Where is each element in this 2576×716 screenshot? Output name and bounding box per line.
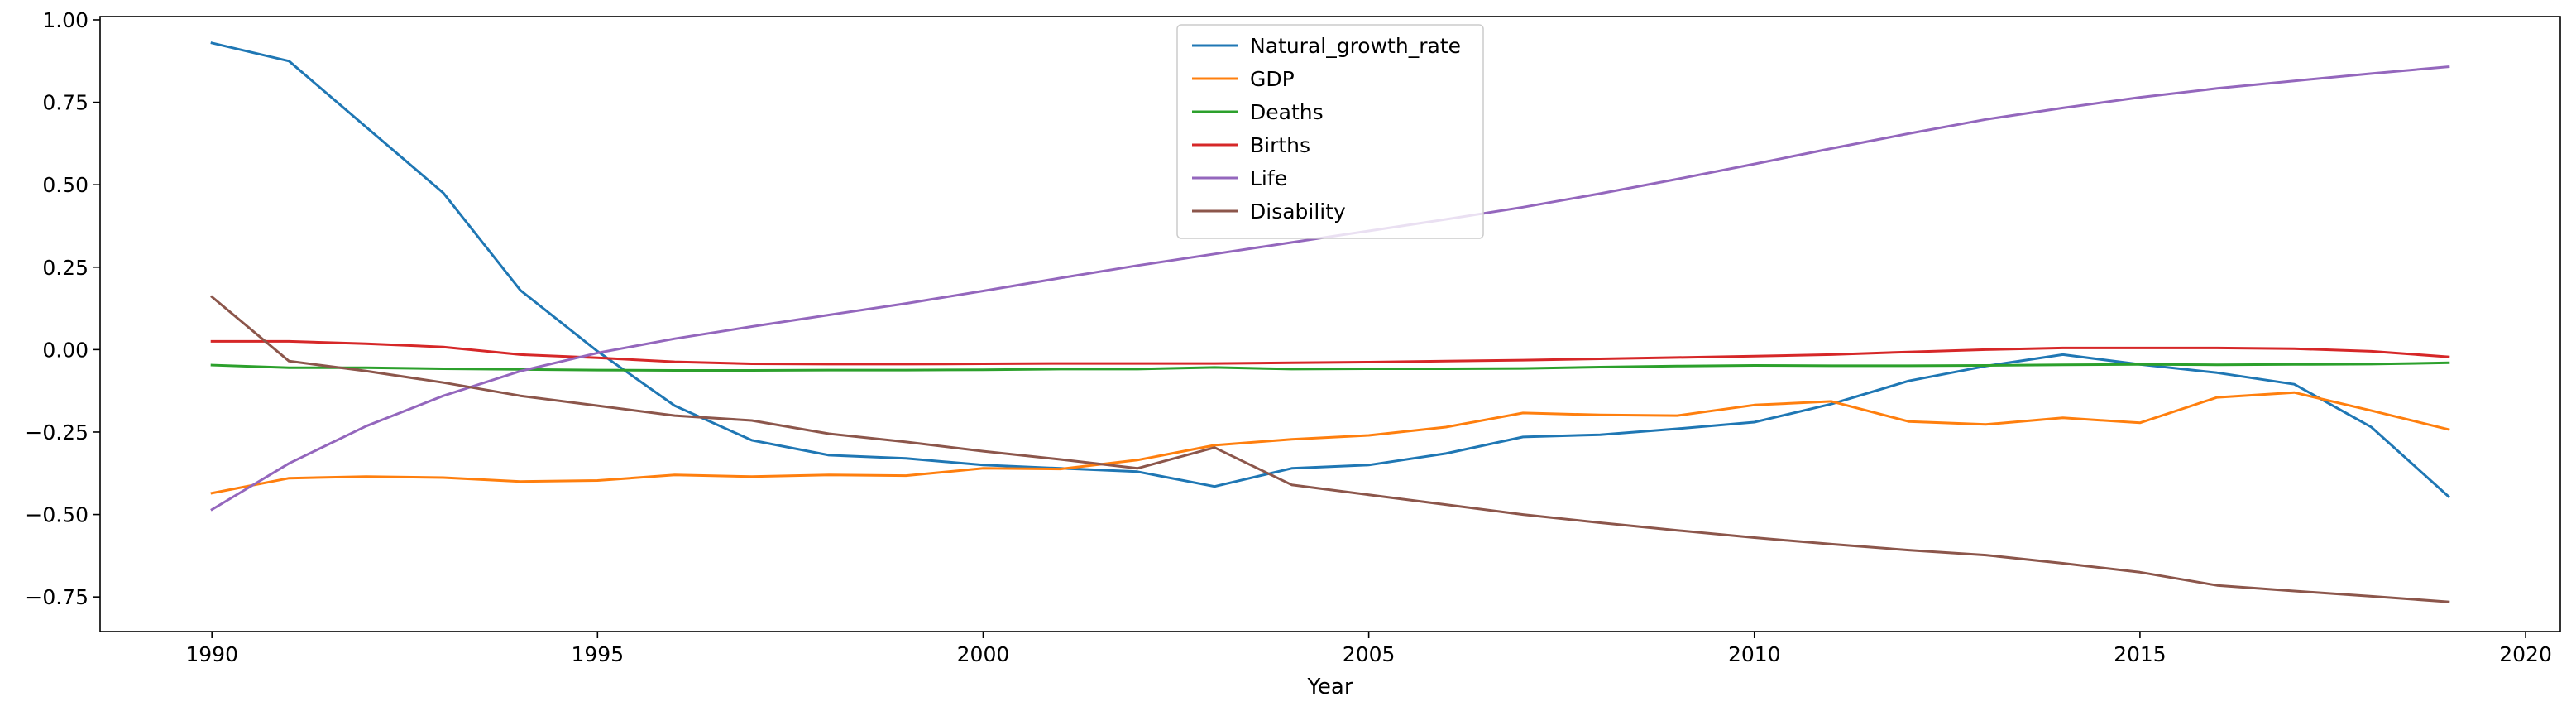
x-axis-label: Year xyxy=(1306,675,1353,699)
series-layer xyxy=(210,41,2450,603)
y-tick-label: 0.75 xyxy=(42,91,89,115)
y-tick-label: 0.00 xyxy=(42,338,89,362)
y-tick-label: 0.25 xyxy=(42,256,89,280)
legend: Natural_growth_rate GDP Deaths Births Life Di… xyxy=(1176,24,1484,239)
legend-label: Disability xyxy=(1250,199,1346,223)
series-line-births xyxy=(210,339,2450,366)
series-line-deaths xyxy=(210,361,2450,372)
legend-label: Deaths xyxy=(1250,100,1324,124)
series-line-gdp xyxy=(210,391,2450,495)
y-tick-label: −0.25 xyxy=(25,420,89,444)
x-tick-label: 1995 xyxy=(572,642,625,666)
series-line-disability xyxy=(210,295,2450,603)
x-tick-label: 2000 xyxy=(957,642,1010,666)
legend-label: GDP xyxy=(1250,67,1295,91)
series-line-natural-growth-rate xyxy=(210,41,2450,498)
x-tick-label: 2020 xyxy=(2499,642,2552,666)
plot-area-frame xyxy=(99,16,2561,632)
y-tick-label: −0.75 xyxy=(25,585,89,609)
x-axis: 1990 1995 2000 2005 2010 2015 2020 xyxy=(185,632,2552,666)
y-tick-label: −0.50 xyxy=(25,503,89,527)
x-tick-label: 2015 xyxy=(2114,642,2167,666)
legend-box xyxy=(1176,24,1484,239)
y-axis: −0.75 −0.50 −0.25 0.00 0.25 0.50 0.75 1.00 xyxy=(25,8,100,609)
legend-label: Natural_growth_rate xyxy=(1250,34,1461,58)
legend-label: Births xyxy=(1250,133,1310,157)
y-tick-label: 1.00 xyxy=(42,8,89,32)
y-tick-label: 0.50 xyxy=(42,173,89,197)
x-tick-label: 1990 xyxy=(185,642,238,666)
legend-label: Life xyxy=(1250,166,1287,190)
x-tick-label: 2005 xyxy=(1343,642,1396,666)
x-tick-label: 2010 xyxy=(1728,642,1781,666)
